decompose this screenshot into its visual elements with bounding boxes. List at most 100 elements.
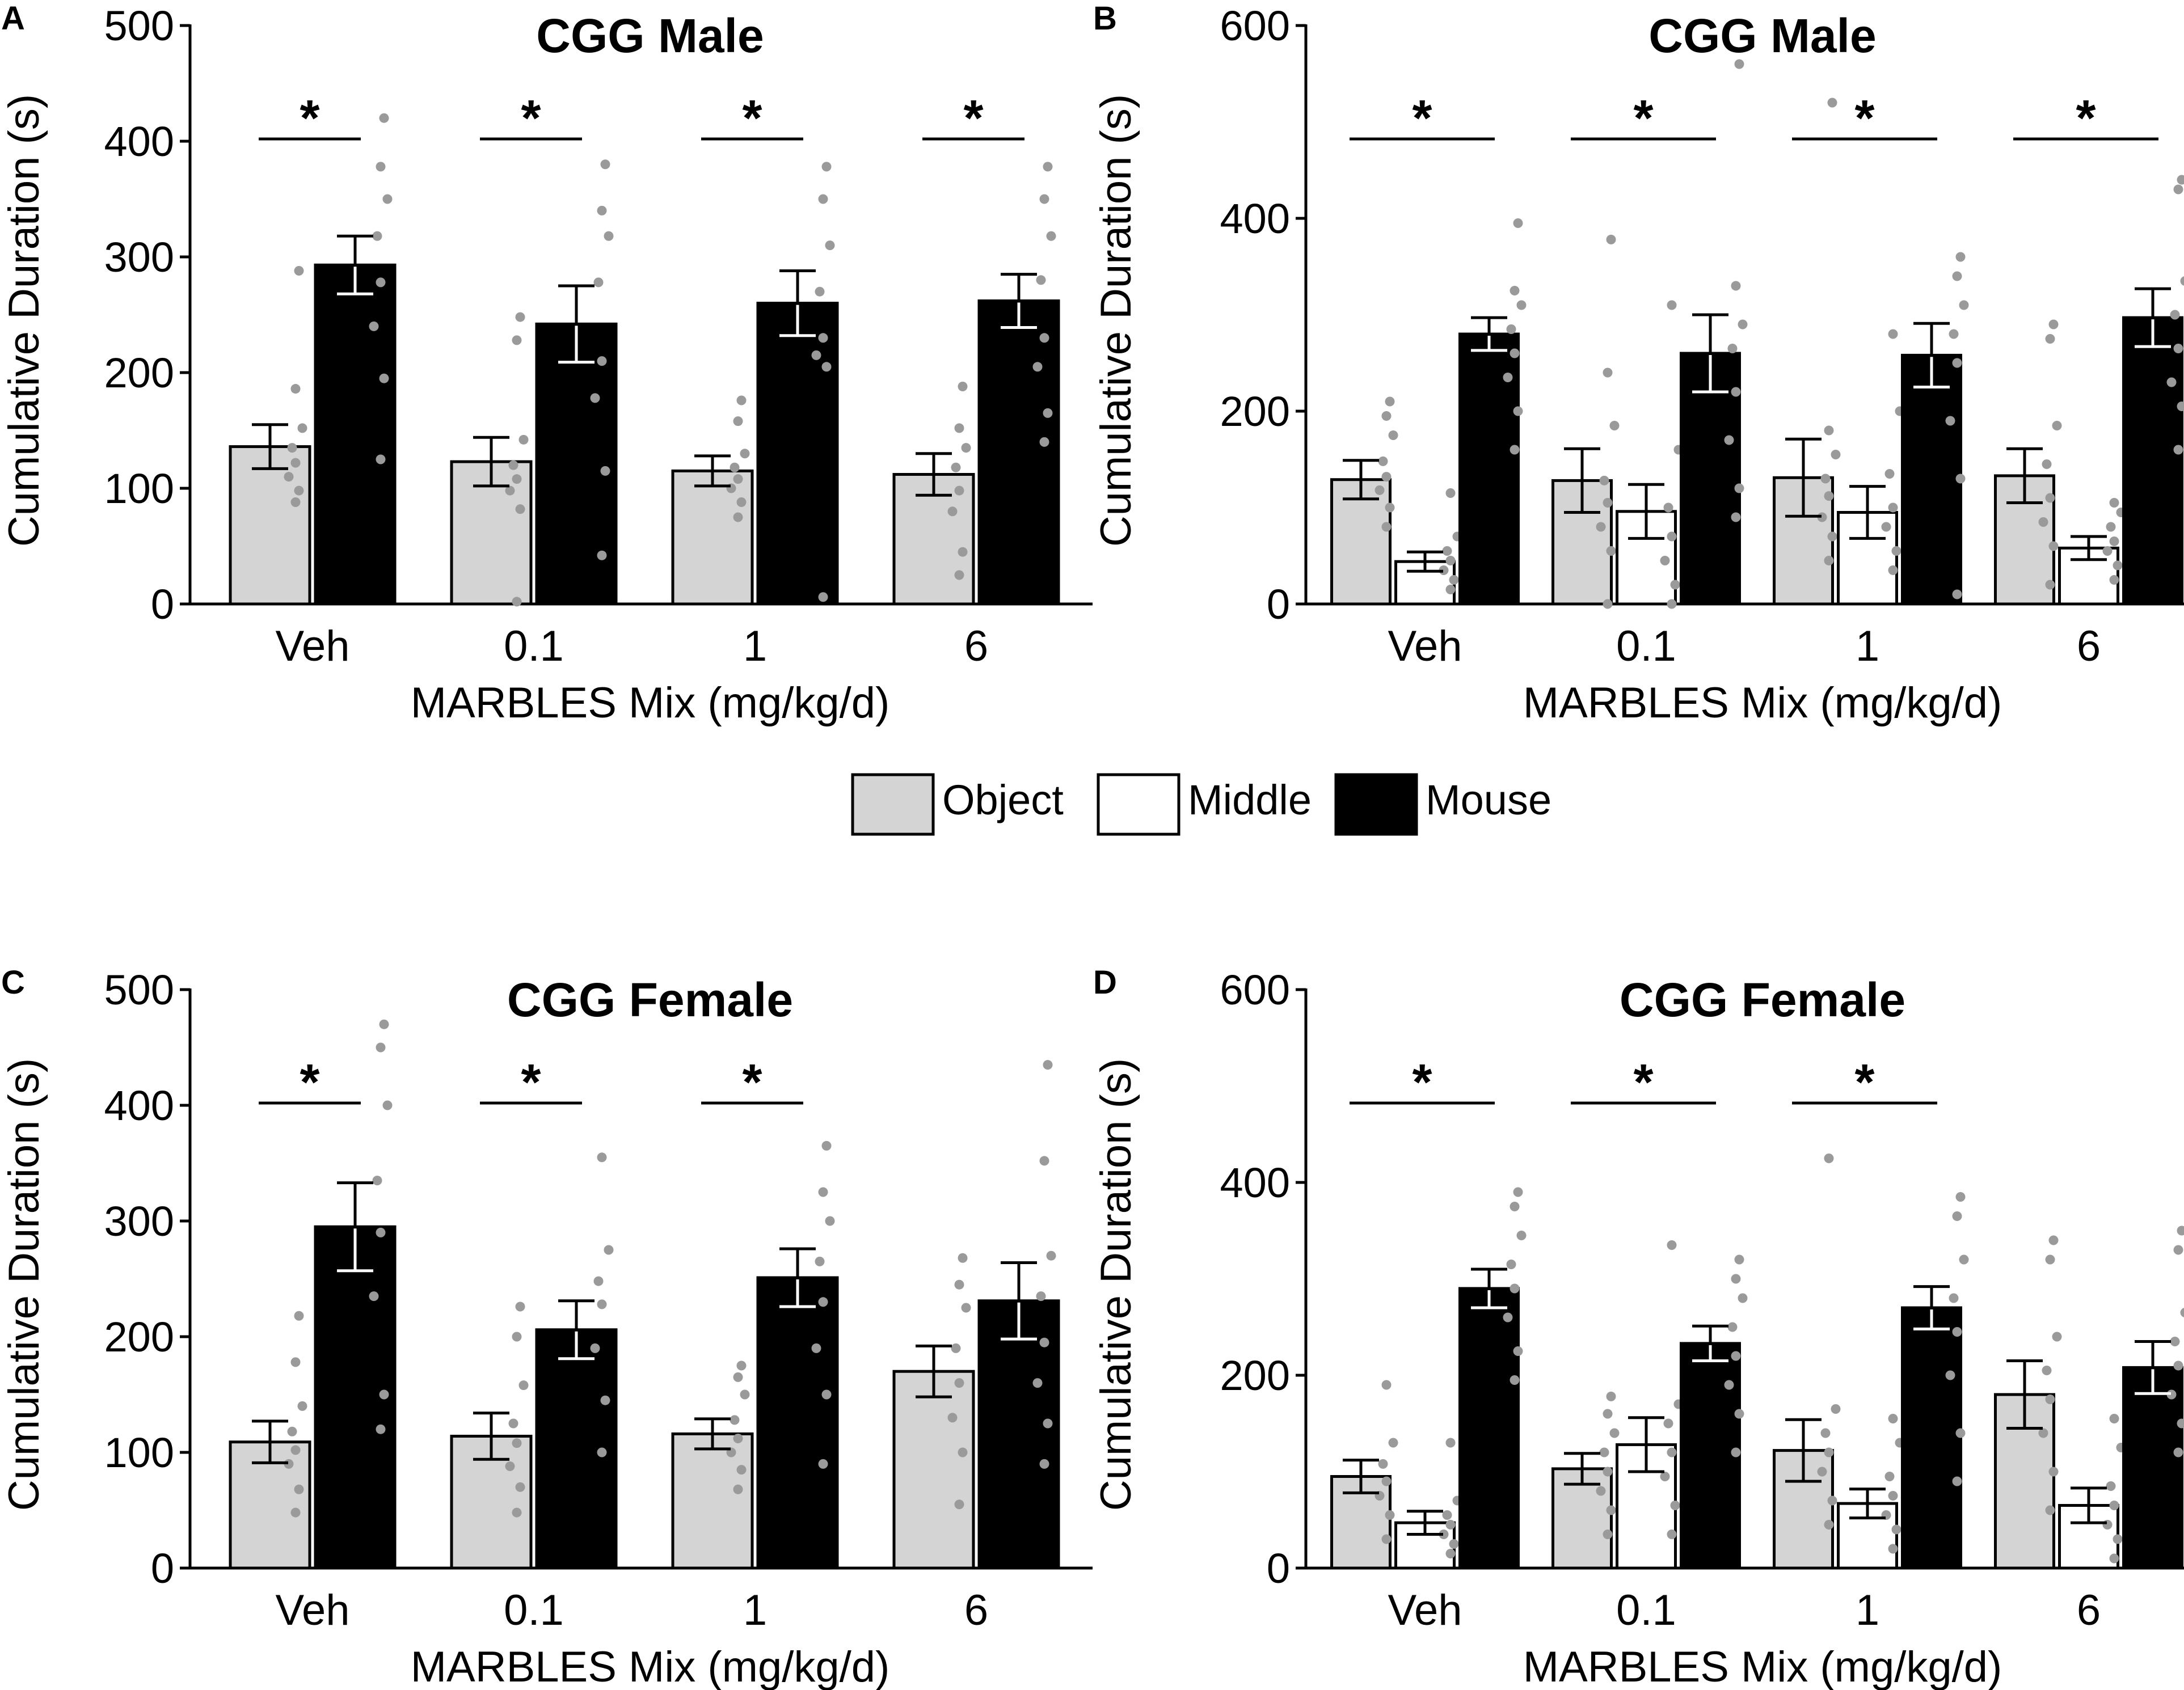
data-point: [1824, 1154, 1834, 1163]
data-point: [1506, 1260, 1516, 1269]
data-point: [1510, 445, 1520, 455]
data-point: [1724, 435, 1734, 445]
bar-object: [1330, 478, 1392, 606]
data-point: [1667, 531, 1677, 542]
data-point: [1945, 1370, 1955, 1380]
data-point: [1596, 522, 1606, 532]
data-point: [811, 350, 821, 360]
data-point: [825, 1216, 835, 1226]
x-tick-label: 1: [743, 1586, 767, 1634]
data-point: [1831, 450, 1841, 459]
y-tick-label: 100: [104, 1429, 174, 1476]
bar-mouse: [1901, 353, 1962, 606]
data-point: [369, 321, 379, 331]
data-point: [1731, 387, 1741, 397]
bar-mouse: [2122, 1366, 2183, 1570]
data-point: [512, 1507, 522, 1518]
data-point: [1945, 416, 1955, 426]
data-point: [1039, 194, 1049, 204]
data-point: [1952, 358, 1962, 368]
data-point: [372, 231, 382, 241]
data-point: [1955, 252, 1966, 262]
data-point: [1824, 1520, 1834, 1530]
data-point: [821, 362, 832, 372]
data-point: [736, 497, 747, 507]
bar-mouse: [977, 299, 1060, 606]
data-point: [811, 1343, 821, 1353]
data-point: [2173, 1361, 2183, 1371]
data-point: [590, 393, 600, 403]
data-point: [954, 1279, 964, 1290]
data-point: [376, 1227, 386, 1237]
significance-star: *: [521, 90, 541, 147]
x-tick-label: 1: [1856, 1586, 1879, 1634]
y-axis-label: Cumulative Duration (s): [0, 94, 48, 547]
data-point: [1952, 1211, 1962, 1221]
data-point: [1445, 488, 1456, 498]
data-point: [954, 423, 964, 433]
data-point: [1660, 1472, 1670, 1481]
data-point: [1734, 483, 1744, 493]
data-point: [1731, 1351, 1741, 1361]
data-point: [600, 466, 610, 476]
data-point: [297, 423, 307, 433]
data-point: [1381, 411, 1392, 421]
data-point: [1606, 234, 1616, 244]
data-point: [1670, 1501, 1680, 1510]
x-tick-label: Veh: [1388, 1586, 1462, 1634]
data-point: [515, 312, 525, 322]
data-point: [1603, 1467, 1613, 1477]
data-point: [1606, 1505, 1616, 1515]
data-point: [1449, 1539, 1459, 1549]
data-point: [2177, 402, 2184, 411]
data-point: [2048, 541, 2059, 551]
data-point: [590, 1343, 600, 1353]
bar-mouse: [756, 1276, 839, 1570]
data-point: [597, 550, 607, 560]
data-point: [1820, 474, 1831, 484]
significance-star: *: [963, 90, 983, 147]
data-point: [1046, 231, 1056, 241]
chart-title: CGG Male: [536, 9, 764, 62]
data-point: [600, 1395, 610, 1405]
data-point: [2113, 560, 2123, 571]
panel-d: D CGG Female 0 200 400 600 Cumulative Duration…: [1092, 964, 2184, 1690]
data-point: [1445, 1549, 1456, 1558]
data-point: [1039, 1156, 1049, 1166]
data-point: [290, 497, 301, 507]
significance-star: *: [1633, 1054, 1653, 1111]
data-point: [951, 1343, 961, 1353]
data-point: [512, 597, 522, 607]
data-point: [1884, 1472, 1895, 1481]
data-point: [1731, 281, 1741, 291]
data-point: [515, 1482, 525, 1492]
data-point: [1891, 546, 1901, 556]
data-point: [821, 1389, 832, 1400]
data-point: [1888, 1414, 1898, 1423]
data-point: [818, 1297, 828, 1307]
legend-swatch-object: [851, 773, 935, 836]
data-point: [1731, 512, 1741, 522]
data-point: [1385, 502, 1395, 513]
data-point: [733, 1484, 743, 1494]
data-point: [1817, 1467, 1827, 1477]
data-point: [294, 485, 304, 496]
y-tick-label: 500: [104, 2, 174, 49]
data-point: [818, 1459, 828, 1469]
legend-label-object: Object: [942, 776, 1064, 823]
data-point: [508, 460, 518, 470]
data-point: [379, 113, 389, 123]
bar-mouse: [756, 302, 839, 606]
data-point: [290, 1507, 301, 1518]
data-point: [2052, 421, 2062, 430]
y-tick-label: 500: [104, 966, 174, 1013]
panel-c: C CGG Female 0 100 200 300 400 500 Cumulative Du…: [0, 964, 1093, 1690]
data-point: [2109, 1553, 2119, 1564]
data-point: [512, 474, 522, 484]
data-point: [2052, 1332, 2062, 1342]
data-point: [1039, 1337, 1049, 1347]
data-point: [825, 240, 835, 251]
data-point: [1599, 1447, 1609, 1457]
data-point: [1039, 437, 1049, 447]
